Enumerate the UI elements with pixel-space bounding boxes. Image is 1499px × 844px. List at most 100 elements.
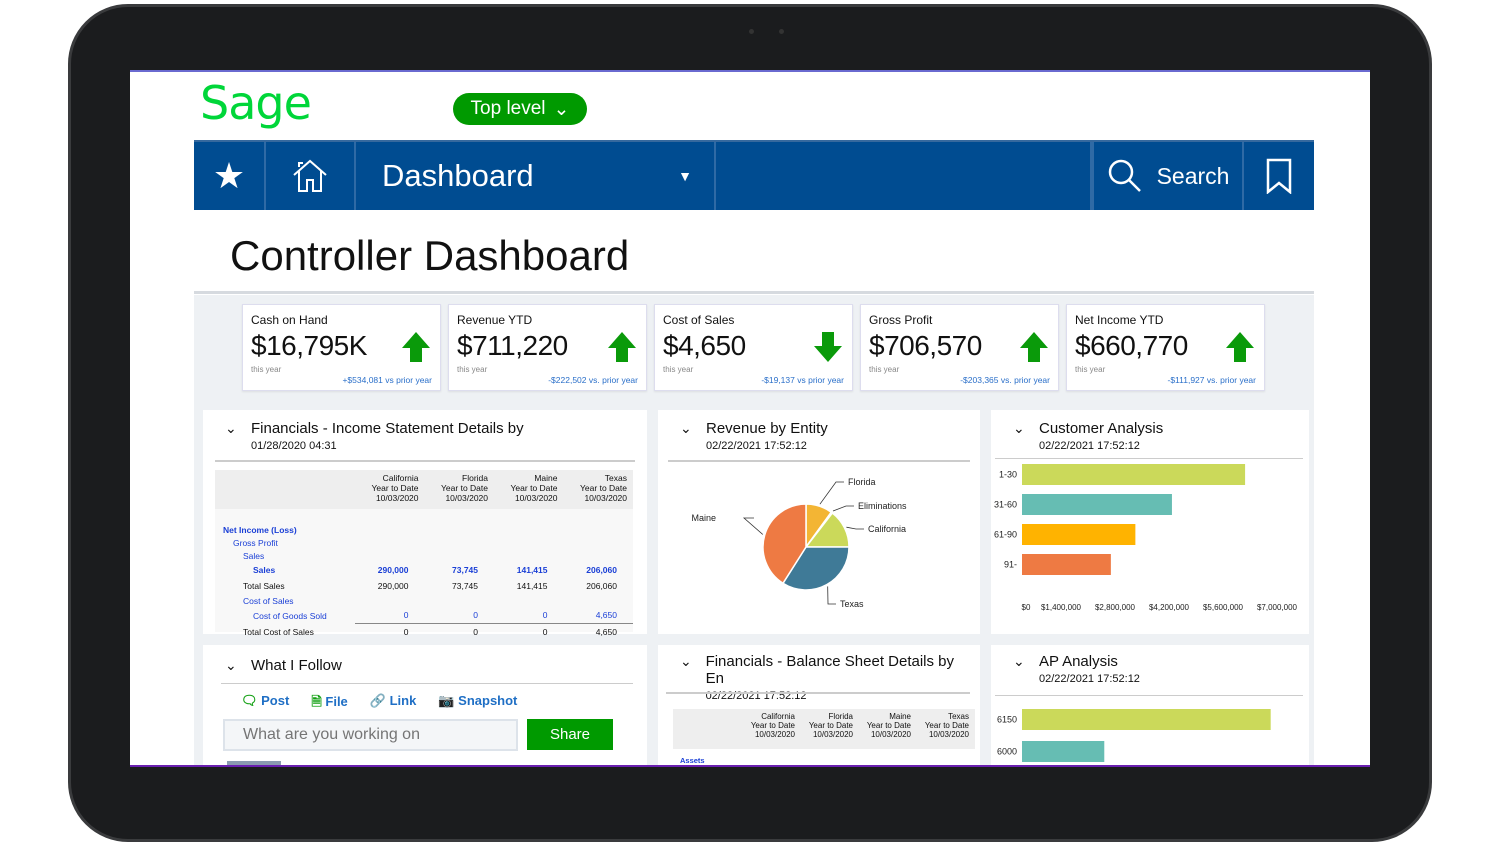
row-label[interactable]: Sales — [243, 550, 265, 561]
pie-leader-line — [846, 526, 864, 530]
income-statement-panel: ⌄ Financials - Income Statement Details b… — [203, 410, 647, 641]
file-label: File — [325, 694, 348, 709]
kpi-label: Cost of Sales — [663, 313, 735, 327]
dashboard-body: Cash on Hand $16,795K this year +$534,08… — [194, 295, 1314, 765]
camera-dot — [749, 29, 754, 34]
chevron-down-icon[interactable]: ⌄ — [680, 653, 692, 669]
link-label: Link — [389, 693, 417, 708]
kpi-card[interactable]: Cash on Hand $16,795K this year +$534,08… — [242, 304, 441, 391]
cell-value — [425, 594, 495, 607]
kpi-period: this year — [869, 365, 900, 374]
panel-title: Financials - Balance Sheet Details by En — [705, 653, 955, 687]
column-header: California Year to Date 10/03/2020 — [750, 712, 795, 740]
pie-label: Maine — [691, 513, 716, 523]
avatar — [227, 761, 281, 765]
arrow-up-icon — [1226, 332, 1254, 362]
bar-category-label: 1-30 — [999, 470, 1017, 480]
cell-value: 0 — [494, 623, 564, 641]
chevron-down-icon[interactable]: ⌄ — [1013, 420, 1025, 436]
bar-6000[interactable] — [1022, 741, 1105, 762]
arrow-up-icon — [608, 332, 636, 362]
caret-down-icon: ▼ — [678, 168, 692, 184]
share-button[interactable]: Share — [527, 719, 613, 750]
table-row: Total Cost of Sales 0 0 0 4,650 — [215, 623, 633, 641]
kpi-card[interactable]: Net Income YTD $660,770 this year -$111,… — [1066, 304, 1265, 391]
kpi-period: this year — [251, 365, 282, 374]
favorites-button[interactable]: ★ — [194, 142, 266, 210]
divider — [215, 460, 635, 462]
kpi-comparison: -$222,502 vs. prior year — [548, 375, 638, 385]
kpi-comparison: +$534,081 vs prior year — [342, 375, 432, 385]
pie-chart: Florida Eliminations California Texas Maine — [691, 477, 907, 609]
top-level-dropdown[interactable]: Top level ⌄ — [453, 93, 587, 125]
kpi-comparison: -$111,927 vs. prior year — [1167, 375, 1256, 385]
search-button[interactable]: Search — [1092, 142, 1244, 210]
row-label[interactable]: Cost of Goods Sold — [253, 610, 327, 621]
bar-31-60[interactable] — [1022, 494, 1172, 515]
speech-bubble-icon: 🗨 — [241, 693, 258, 708]
chevron-down-icon[interactable]: ⌄ — [680, 420, 692, 436]
table-row: Sales — [215, 549, 633, 562]
pie-slice-maine[interactable] — [762, 503, 807, 585]
screen: Sage Top level ⌄ ★ Dashboard ▼ Search Cont… — [130, 70, 1370, 767]
kpi-label: Gross Profit — [869, 313, 933, 327]
pie-leader-line — [819, 481, 844, 505]
panel-timestamp: 02/22/2021 17:52:12 — [1039, 440, 1140, 452]
x-tick-label: $5,600,000 — [1203, 603, 1244, 612]
x-tick-label: $4,200,000 — [1149, 603, 1190, 612]
chevron-down-icon[interactable]: ⌄ — [1013, 653, 1025, 669]
divider — [666, 692, 970, 694]
post-input[interactable] — [223, 719, 518, 751]
kpi-value: $711,220 — [457, 330, 568, 361]
panel-title: Customer Analysis — [1039, 420, 1164, 437]
camera-icon: 📷 — [438, 693, 455, 708]
arrow-up-icon — [1020, 332, 1048, 362]
assets-row-label[interactable]: Assets — [680, 756, 705, 765]
cell-value — [355, 523, 425, 536]
post-tab[interactable]: 🗨 Post — [241, 693, 289, 715]
column-header: Florida Year to Date 10/03/2020 — [808, 712, 853, 740]
bar-61-90[interactable] — [1022, 524, 1136, 545]
section-dropdown[interactable]: Dashboard ▼ — [356, 142, 716, 210]
kpi-value: $660,770 — [1075, 330, 1188, 361]
row-label: Total Cost of Sales — [243, 627, 314, 638]
bar-91-[interactable] — [1022, 554, 1111, 575]
home-button[interactable] — [266, 142, 356, 210]
cell-value: 141,415 — [516, 581, 548, 592]
section-label: Dashboard — [382, 158, 534, 193]
row-label[interactable]: Gross Profit — [233, 537, 278, 548]
cell-value — [425, 536, 495, 549]
row-label[interactable]: Cost of Sales — [243, 595, 294, 606]
chevron-down-icon[interactable]: ⌄ — [225, 420, 237, 436]
ap-bar-chart: 6150 6000 — [997, 709, 1271, 762]
kpi-card[interactable]: Revenue YTD $711,220 this year -$222,502… — [448, 304, 647, 391]
home-icon — [293, 159, 327, 192]
customer-analysis-panel: ⌄ Customer Analysis 02/22/2021 17:52:12 1-… — [991, 410, 1309, 634]
cell-value — [494, 523, 564, 536]
column-header: Texas Year to Date 10/03/2020 — [580, 473, 627, 503]
snapshot-tab[interactable]: 📷 Snapshot — [438, 693, 517, 715]
file-tab[interactable]: 🗎 File — [311, 693, 347, 715]
bar-6150[interactable] — [1022, 709, 1271, 730]
chevron-down-icon[interactable]: ⌄ — [225, 657, 237, 673]
panel-title: Revenue by Entity — [706, 420, 828, 437]
cell-value: 206,060 — [586, 565, 617, 576]
column-header: Maine Year to Date 10/03/2020 — [866, 712, 911, 740]
row-label[interactable]: Net Income (Loss) — [223, 524, 297, 535]
bar-1-30[interactable] — [1022, 464, 1246, 485]
column-header: Florida Year to Date 10/03/2020 — [441, 473, 488, 503]
income-table: California Year to Date 10/03/2020 Florida Y… — [215, 470, 633, 641]
column-header: Maine Year to Date 10/03/2020 — [510, 473, 558, 503]
kpi-card[interactable]: Gross Profit $706,570 this year -$203,36… — [860, 304, 1059, 391]
bookmark-button[interactable] — [1244, 142, 1314, 210]
panel-title: Financials - Income Statement Details by — [251, 420, 524, 437]
cell-value: 73,745 — [452, 565, 478, 576]
divider — [995, 458, 1303, 459]
file-icon: 🗎 — [311, 694, 322, 709]
nav-spacer — [716, 142, 1092, 210]
snapshot-label: Snapshot — [458, 693, 518, 708]
kpi-card[interactable]: Cost of Sales $4,650 this year -$19,137 … — [654, 304, 853, 391]
row-label[interactable]: Sales — [253, 565, 276, 576]
link-tab[interactable]: 🔗 Link — [370, 693, 417, 715]
cell-value — [425, 549, 495, 562]
